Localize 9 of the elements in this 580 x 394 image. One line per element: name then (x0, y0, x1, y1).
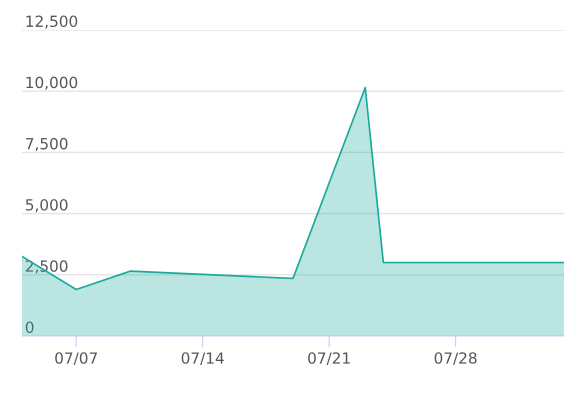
x-tick-label: 07/28 (434, 352, 477, 365)
x-tick-label: 07/07 (55, 352, 97, 365)
y-tick-label: 5,000 (26, 199, 68, 212)
x-tick-label: 07/21 (308, 352, 350, 365)
y-tick-label: 10,000 (26, 76, 78, 90)
y-tick-label: 12,500 (26, 15, 78, 29)
y-tick-label: 7,500 (26, 138, 68, 151)
y-tick-label: 0 (26, 321, 34, 334)
x-tick-label: 07/14 (182, 352, 224, 365)
